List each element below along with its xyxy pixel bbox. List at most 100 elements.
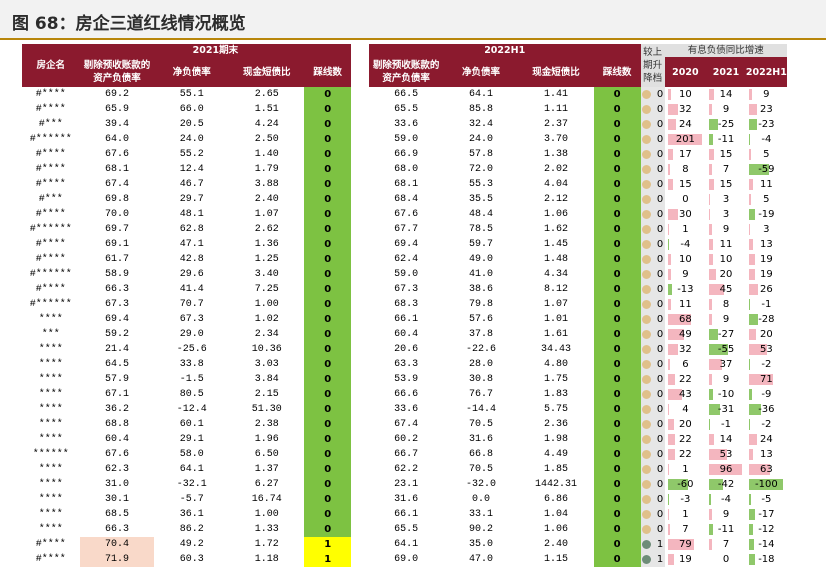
growth-value: 11 <box>720 239 733 250</box>
change-cell: 0 <box>641 117 665 132</box>
liab-ratio-2022: 65.5 <box>369 522 444 537</box>
net-gearing-2021: 67.3 <box>154 312 229 327</box>
gap-cell <box>351 552 369 567</box>
growth-value: -55 <box>718 344 734 355</box>
change-value: 0 <box>657 494 663 505</box>
cash-ratio-2021: 3.84 <box>229 372 304 387</box>
liab-ratio-2021: 68.8 <box>80 417 155 432</box>
redline-2021: 0 <box>304 432 351 447</box>
cash-ratio-2021: 1.00 <box>229 297 304 312</box>
net-gearing-2021: 64.1 <box>154 462 229 477</box>
growth-bar <box>668 299 672 310</box>
company-name: **** <box>22 432 80 447</box>
change-value: 0 <box>657 269 663 280</box>
growth-value: 20 <box>760 329 773 340</box>
change-cell: 0 <box>641 192 665 207</box>
change-value: 0 <box>657 524 663 535</box>
growth-value: -27 <box>718 329 734 340</box>
header-g2022: 2022H1 <box>746 57 787 87</box>
growth-2020: 1 <box>665 507 707 522</box>
growth-value: -12 <box>758 524 774 535</box>
change-value: 0 <box>657 509 663 520</box>
change-value: 0 <box>657 89 663 100</box>
growth-2022h1: -2 <box>746 357 787 372</box>
growth-2020: 10 <box>665 252 707 267</box>
growth-value: 14 <box>720 89 733 100</box>
liab-ratio-2021: 67.6 <box>80 447 155 462</box>
cash-ratio-2022: 1.75 <box>518 372 593 387</box>
redline-2022: 0 <box>594 402 641 417</box>
liab-ratio-2022: 53.9 <box>369 372 444 387</box>
growth-bar <box>709 224 712 235</box>
net-gearing-2021: -32.1 <box>154 477 229 492</box>
company-name: #**** <box>22 552 80 567</box>
redline-2022: 0 <box>594 357 641 372</box>
liab-ratio-2022: 62.2 <box>369 462 444 477</box>
change-dot-icon <box>642 300 651 309</box>
growth-value: 19 <box>760 269 773 280</box>
growth-value: 8 <box>723 299 729 310</box>
change-cell: 0 <box>641 387 665 402</box>
net-gearing-2021: 33.8 <box>154 357 229 372</box>
company-name: #****** <box>22 267 80 282</box>
growth-value: -1 <box>721 419 731 430</box>
growth-2021: 8 <box>706 297 746 312</box>
cash-ratio-2021: 16.74 <box>229 492 304 507</box>
liab-ratio-2022: 31.6 <box>369 492 444 507</box>
growth-value: 26 <box>760 284 773 295</box>
growth-2020: 32 <box>665 102 707 117</box>
change-dot-icon <box>642 240 651 249</box>
growth-2022h1: -5 <box>746 492 787 507</box>
gap-cell <box>351 372 369 387</box>
liab-ratio-2021: 36.2 <box>80 402 155 417</box>
redline-2021: 0 <box>304 222 351 237</box>
growth-bar <box>668 119 676 130</box>
growth-bar <box>709 389 712 400</box>
growth-value: -9 <box>761 389 771 400</box>
company-name: **** <box>22 312 80 327</box>
cash-ratio-2022: 34.43 <box>518 342 593 357</box>
gap-cell <box>351 492 369 507</box>
growth-value: 9 <box>723 224 729 235</box>
growth-2022h1: -4 <box>746 132 787 147</box>
growth-bar <box>709 209 710 220</box>
growth-2021: 9 <box>706 312 746 327</box>
growth-bar <box>709 194 710 205</box>
company-name: #**** <box>22 147 80 162</box>
redline-2021: 0 <box>304 477 351 492</box>
net-gearing-2022: -22.6 <box>444 342 519 357</box>
growth-bar <box>668 239 669 250</box>
growth-value: 5 <box>763 149 769 160</box>
cash-ratio-2021: 3.88 <box>229 177 304 192</box>
change-dot-icon <box>642 165 651 174</box>
change-value: 0 <box>657 359 663 370</box>
growth-value: 20 <box>720 269 733 280</box>
growth-2022h1: 19 <box>746 252 787 267</box>
growth-2021: 15 <box>706 177 746 192</box>
net-gearing-2022: 0.0 <box>444 492 519 507</box>
growth-2020: -60 <box>665 477 707 492</box>
redline-2022: 0 <box>594 237 641 252</box>
growth-value: 6 <box>682 359 688 370</box>
growth-2021: -4 <box>706 492 746 507</box>
growth-2020: 49 <box>665 327 707 342</box>
change-dot-icon <box>642 270 651 279</box>
liab-ratio-2022: 65.5 <box>369 102 444 117</box>
growth-bar <box>749 359 750 370</box>
cash-ratio-2021: 6.50 <box>229 447 304 462</box>
change-dot-icon <box>642 555 651 564</box>
liab-ratio-2022: 66.9 <box>369 147 444 162</box>
growth-2022h1: -18 <box>746 552 787 567</box>
change-cell: 0 <box>641 222 665 237</box>
growth-2020: 22 <box>665 432 707 447</box>
gap-cell <box>351 117 369 132</box>
cash-ratio-2022: 1.41 <box>518 87 593 102</box>
redline-2022: 0 <box>594 147 641 162</box>
cash-ratio-2021: 1.37 <box>229 462 304 477</box>
growth-value: 20 <box>679 419 692 430</box>
company-name: #**** <box>22 162 80 177</box>
change-cell: 1 <box>641 552 665 567</box>
